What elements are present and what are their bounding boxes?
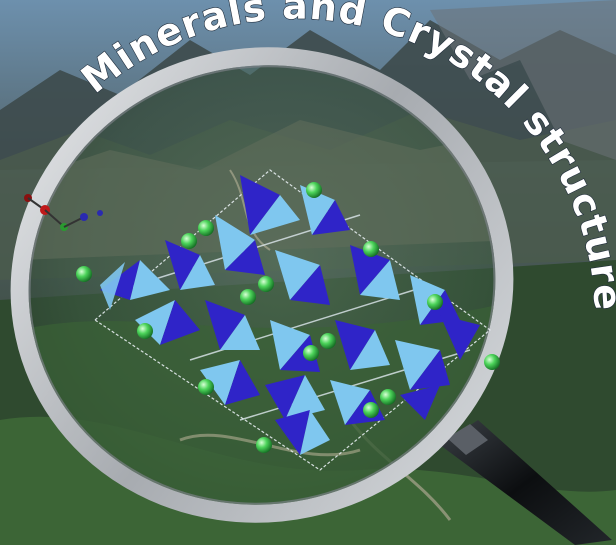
green-atom (363, 402, 379, 418)
green-atom (380, 389, 396, 405)
green-atoms (76, 182, 500, 453)
green-atom (363, 241, 379, 257)
green-atom (198, 220, 214, 236)
green-atom (137, 323, 153, 339)
green-atom (306, 182, 322, 198)
green-atom (484, 354, 500, 370)
crystal-structure-graphic (76, 169, 500, 471)
green-atom (76, 266, 92, 282)
green-atom (181, 233, 197, 249)
green-atom (258, 276, 274, 292)
green-atom (303, 345, 319, 361)
green-atom (427, 294, 443, 310)
green-atom (256, 437, 272, 453)
molecule-fragment (24, 194, 103, 231)
green-atom (198, 379, 214, 395)
green-atom (320, 333, 336, 349)
tetrahedra (100, 175, 480, 455)
green-atom (240, 289, 256, 305)
